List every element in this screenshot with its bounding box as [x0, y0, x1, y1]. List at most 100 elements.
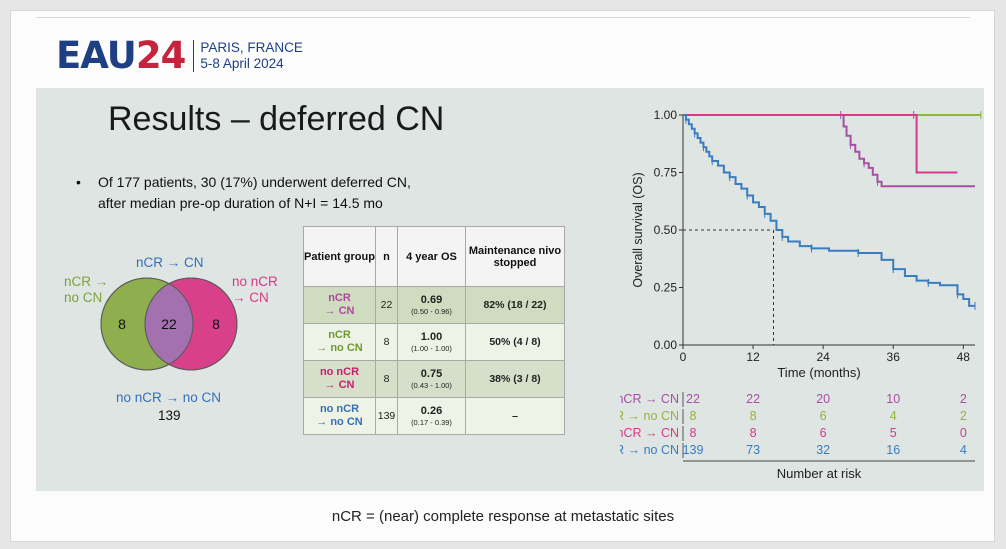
cell-patient-group: no nCR → CN: [303, 360, 376, 398]
y-axis-label: Overall survival (OS): [631, 172, 645, 287]
risk-count: 8: [690, 409, 697, 423]
group-line1: nCR: [328, 292, 351, 304]
risk-count: 6: [820, 426, 827, 440]
cell-maintenance: 50% (4 / 8): [465, 323, 565, 361]
col-header-maintenance: Maintenance nivo stopped: [465, 226, 565, 287]
y-tick-label: 0.75: [654, 166, 678, 180]
risk-count: 8: [690, 426, 697, 440]
venn-overlap: [145, 278, 193, 370]
os-ci: (0.43 - 1.00): [411, 381, 452, 390]
cell-n: 139: [375, 397, 398, 435]
risk-count: 139: [683, 443, 704, 457]
risk-count: 22: [746, 392, 760, 406]
y-tick-label: 1.00: [654, 108, 678, 122]
km-curve: [683, 114, 975, 188]
logo-brand-letters: EAU: [56, 34, 137, 77]
cell-maintenance: –: [465, 397, 565, 435]
table-row: no nCR → no CN 139 0.26 (0.17 - 0.39) –: [303, 397, 565, 435]
bullet-dot-icon: •: [76, 174, 81, 190]
risk-count: 2: [960, 409, 967, 423]
x-axis-label: Time (months): [777, 365, 860, 380]
venn-label-right-line1: no nCR: [232, 274, 278, 289]
venn-center-count: 22: [161, 316, 177, 332]
slide-title: Results – deferred CN: [108, 100, 445, 138]
risk-count: 73: [746, 443, 760, 457]
group-line1: nCR: [328, 329, 351, 341]
cell-patient-group: nCR → CN: [303, 286, 376, 324]
risk-count: 22: [686, 392, 700, 406]
cell-os: 0.75 (0.43 - 1.00): [397, 360, 466, 398]
venn-label-bottom: no nCR → no CN: [116, 390, 222, 405]
bullet-line-2: after median pre-op duration of N+I = 14…: [98, 195, 383, 211]
table-row: nCR → no CN 8 1.00 (1.00 - 1.00) 50% (4 / 8): [303, 323, 565, 361]
os-value: 0.69: [420, 294, 443, 306]
km-curve: [683, 114, 975, 307]
risk-count: 10: [886, 392, 900, 406]
bullet-line-1: Of 177 patients, 30 (17%) underwent defe…: [98, 174, 411, 190]
footer-note: nCR = (near) complete response at metast…: [331, 508, 675, 525]
table-row: no nCR → CN 8 0.75 (0.43 - 1.00) 38% (3 / 8): [303, 360, 565, 398]
venn-left-count: 8: [118, 316, 126, 332]
risk-count: 20: [816, 392, 830, 406]
km-curve: [683, 114, 958, 174]
risk-table-label: Number at risk: [777, 466, 862, 481]
x-tick-label: 0: [680, 350, 687, 364]
cell-os: 0.69 (0.50 - 0.96): [397, 286, 466, 324]
risk-count: 6: [820, 409, 827, 423]
venn-label-left-line2: no CN: [64, 290, 103, 305]
venn-label-left: nCR → no CN: [64, 274, 108, 306]
results-table: Patient group n 4 year OS Maintenance ni…: [303, 226, 565, 435]
venn-label-right: no nCR → CN: [232, 274, 278, 306]
venn-right-count: 8: [212, 316, 220, 332]
risk-count: 4: [890, 409, 897, 423]
cell-maintenance: 38% (3 / 8): [465, 360, 565, 398]
venn-label-right-line2: → CN: [232, 290, 269, 305]
risk-row-label: no nCR → CN: [620, 426, 679, 440]
risk-row-label: nCR → no CN: [620, 409, 679, 423]
table-header-row: Patient group n 4 year OS Maintenance ni…: [303, 226, 565, 287]
os-ci: (1.00 - 1.00): [411, 344, 452, 353]
eau24-logo: EAU 24 PARIS, FRANCE 5-8 April 2024: [56, 34, 303, 77]
cell-maintenance: 82% (18 / 22): [465, 286, 565, 324]
group-line1: no nCR: [319, 403, 360, 415]
risk-count: 8: [750, 409, 757, 423]
y-tick-label: 0.25: [654, 281, 678, 295]
y-tick-label: 0.00: [654, 338, 678, 352]
risk-count: 8: [750, 426, 757, 440]
cell-n: 22: [375, 286, 398, 324]
cell-patient-group: no nCR → no CN: [303, 397, 376, 435]
cell-n: 8: [375, 360, 398, 398]
col-header-4year-os: 4 year OS: [397, 226, 466, 287]
col-header-n: n: [375, 226, 398, 287]
x-tick-label: 12: [746, 350, 760, 364]
logo-brand-number: 24: [135, 34, 186, 77]
venn-bottom-count: 139: [158, 408, 181, 423]
logo-location: PARIS, FRANCE: [200, 39, 303, 55]
col-header-patient-group: Patient group: [303, 226, 376, 287]
os-value: 0.26: [420, 405, 443, 417]
x-tick-label: 48: [957, 350, 971, 364]
risk-count: 5: [890, 426, 897, 440]
table-row: nCR → CN 22 0.69 (0.50 - 0.96) 82% (18 / 22): [303, 286, 565, 324]
cell-os: 0.26 (0.17 - 0.39): [397, 397, 466, 435]
venn-label-left-line1: nCR →: [64, 274, 109, 289]
venn-label-top: nCR → CN: [136, 255, 204, 270]
logo-dates: 5-8 April 2024: [200, 55, 284, 71]
cell-os: 1.00 (1.00 - 1.00): [397, 323, 466, 361]
group-line1: no nCR: [319, 366, 360, 378]
x-tick-label: 36: [887, 350, 901, 364]
risk-count: 32: [816, 443, 830, 457]
group-line2: → no CN: [316, 416, 363, 428]
risk-row-label: nCR → CN: [620, 392, 679, 406]
y-tick-label: 0.50: [654, 223, 678, 237]
group-line2: → no CN: [316, 342, 363, 354]
top-divider: [36, 17, 970, 18]
logo-location-dates: PARIS, FRANCE 5-8 April 2024: [193, 39, 303, 72]
cell-n: 8: [375, 323, 398, 361]
x-tick-label: 24: [816, 350, 830, 364]
risk-count: 16: [886, 443, 900, 457]
group-line2: → CN: [324, 379, 355, 391]
risk-count: 2: [960, 392, 967, 406]
os-ci: (0.50 - 0.96): [411, 307, 452, 316]
